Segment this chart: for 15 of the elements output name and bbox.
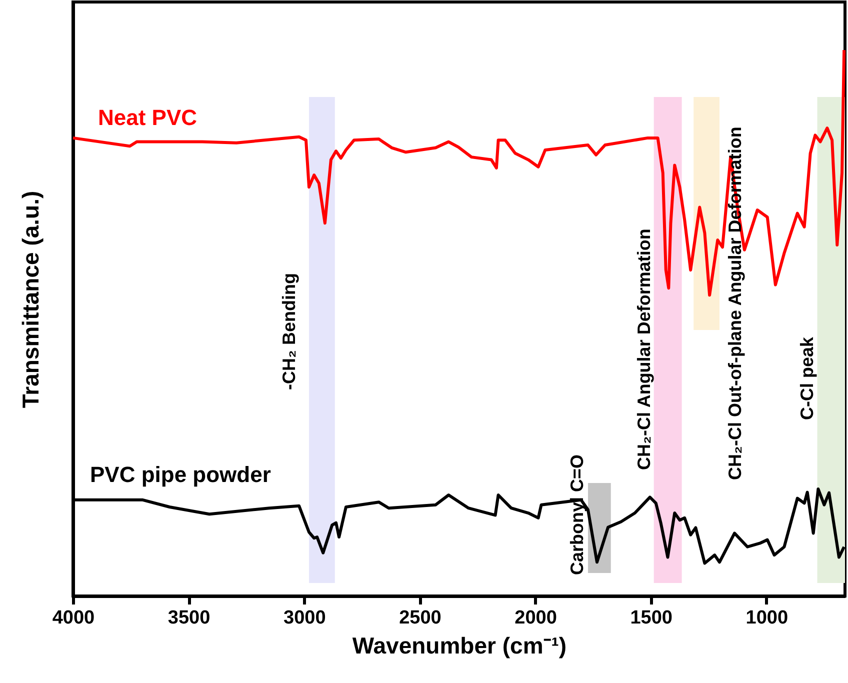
x-tick-label: 2000 — [514, 608, 557, 628]
y-axis-title: Transmittance (a.u.) — [18, 190, 44, 408]
x-tick-label: 4000 — [52, 608, 95, 628]
x-tick-label: 1000 — [746, 608, 788, 628]
x-tick-label: 3000 — [283, 608, 326, 628]
band-label: CH₂-Cl Angular Deformation — [634, 228, 654, 470]
band-label: -CH₂ Bending — [279, 273, 299, 390]
x-tick-label: 2500 — [399, 608, 442, 628]
band-label: C-Cl peak — [797, 336, 817, 420]
series-label: Neat PVC — [98, 105, 198, 130]
band-label: CH₂-Cl Out-of-plane Angular Deformation — [725, 126, 745, 480]
x-axis-title: Wavenumber (cm⁻¹) — [352, 632, 567, 658]
x-tick-label: 1500 — [630, 608, 672, 628]
x-tick-label: 3500 — [168, 608, 210, 628]
series-label: PVC pipe powder — [90, 462, 272, 487]
